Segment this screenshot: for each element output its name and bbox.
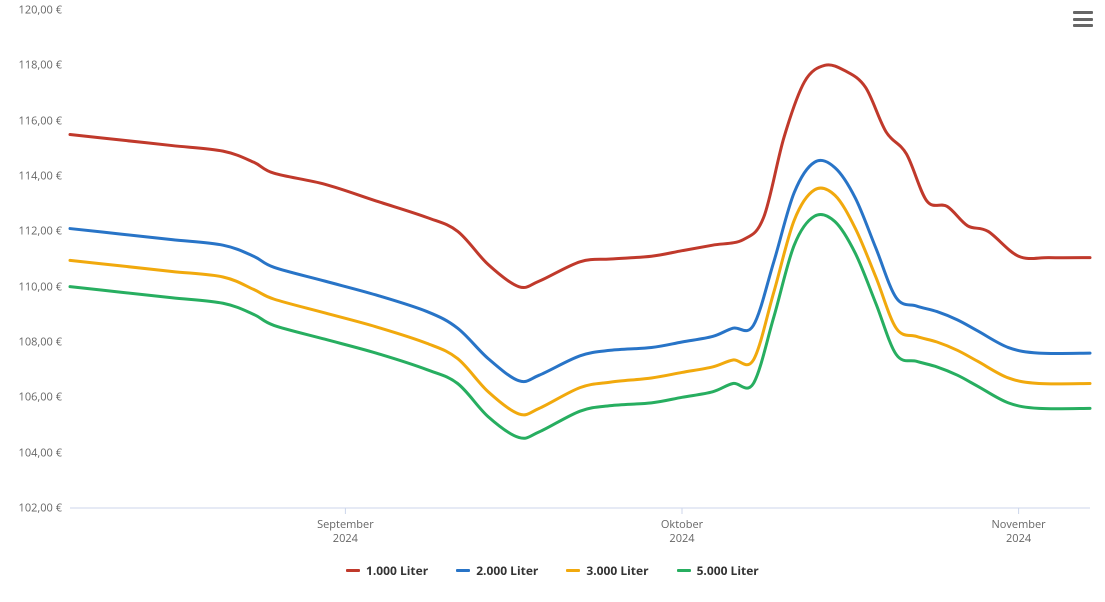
legend-item[interactable]: 1.000 Liter bbox=[346, 562, 428, 579]
legend: 1.000 Liter 2.000 Liter 3.000 Liter 5.000 L… bbox=[346, 562, 759, 579]
legend-item[interactable]: 5.000 Liter bbox=[677, 562, 759, 579]
legend-item[interactable]: 2.000 Liter bbox=[456, 562, 538, 579]
legend-label: 1.000 Liter bbox=[366, 562, 428, 579]
series-line[interactable] bbox=[70, 188, 1090, 415]
series-line[interactable] bbox=[70, 214, 1090, 438]
price-line-chart: 102,00 €104,00 €106,00 €108,00 €110,00 €… bbox=[0, 0, 1105, 602]
legend-swatch bbox=[346, 569, 360, 572]
legend-label: 3.000 Liter bbox=[586, 562, 648, 579]
series-line[interactable] bbox=[70, 160, 1090, 381]
plot-area bbox=[0, 0, 1105, 602]
legend-label: 2.000 Liter bbox=[476, 562, 538, 579]
legend-swatch bbox=[456, 569, 470, 572]
legend-label: 5.000 Liter bbox=[697, 562, 759, 579]
legend-item[interactable]: 3.000 Liter bbox=[566, 562, 648, 579]
legend-swatch bbox=[677, 569, 691, 572]
legend-swatch bbox=[566, 569, 580, 572]
series-line[interactable] bbox=[70, 65, 1090, 288]
